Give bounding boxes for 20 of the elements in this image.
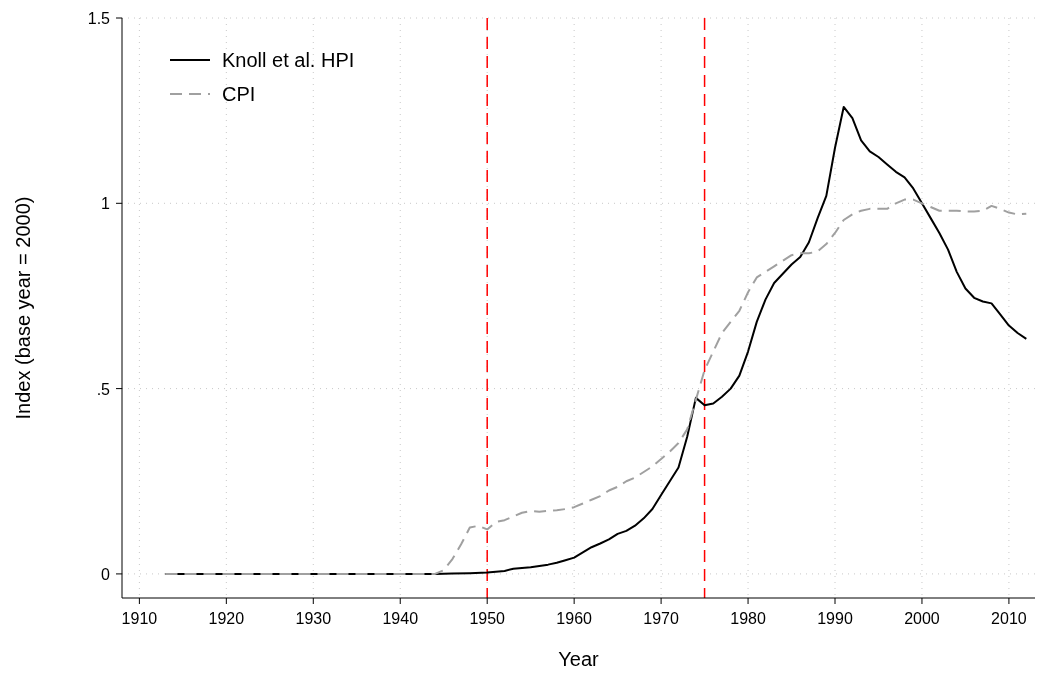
x-tick-label: 1990 bbox=[817, 610, 853, 627]
x-tick-label: 1920 bbox=[208, 610, 245, 627]
x-tick-label: 1940 bbox=[382, 610, 419, 627]
y-tick-label: 0 bbox=[101, 565, 111, 583]
legend-label: Knoll et al. HPI bbox=[222, 49, 355, 71]
x-tick-label: 1970 bbox=[643, 610, 679, 627]
x-tick-label: 2000 bbox=[904, 610, 940, 627]
x-tick-label: 1950 bbox=[469, 610, 506, 627]
y-tick-label: 1.5 bbox=[87, 10, 111, 27]
x-tick-label: 1960 bbox=[556, 610, 593, 627]
x-tick-label: 1980 bbox=[730, 610, 766, 627]
y-axis-title: Index (base year = 2000) bbox=[12, 196, 34, 420]
x-tick-label: 1930 bbox=[295, 610, 332, 627]
x-tick-label: 1910 bbox=[121, 610, 158, 627]
y-tick-label: 1 bbox=[101, 195, 111, 213]
y-tick-label: .5 bbox=[96, 380, 111, 398]
line-series bbox=[164, 198, 1028, 575]
legend-label: CPI bbox=[222, 83, 256, 105]
x-axis-title: Year bbox=[558, 648, 600, 670]
x-tick-label: 2010 bbox=[991, 610, 1027, 627]
